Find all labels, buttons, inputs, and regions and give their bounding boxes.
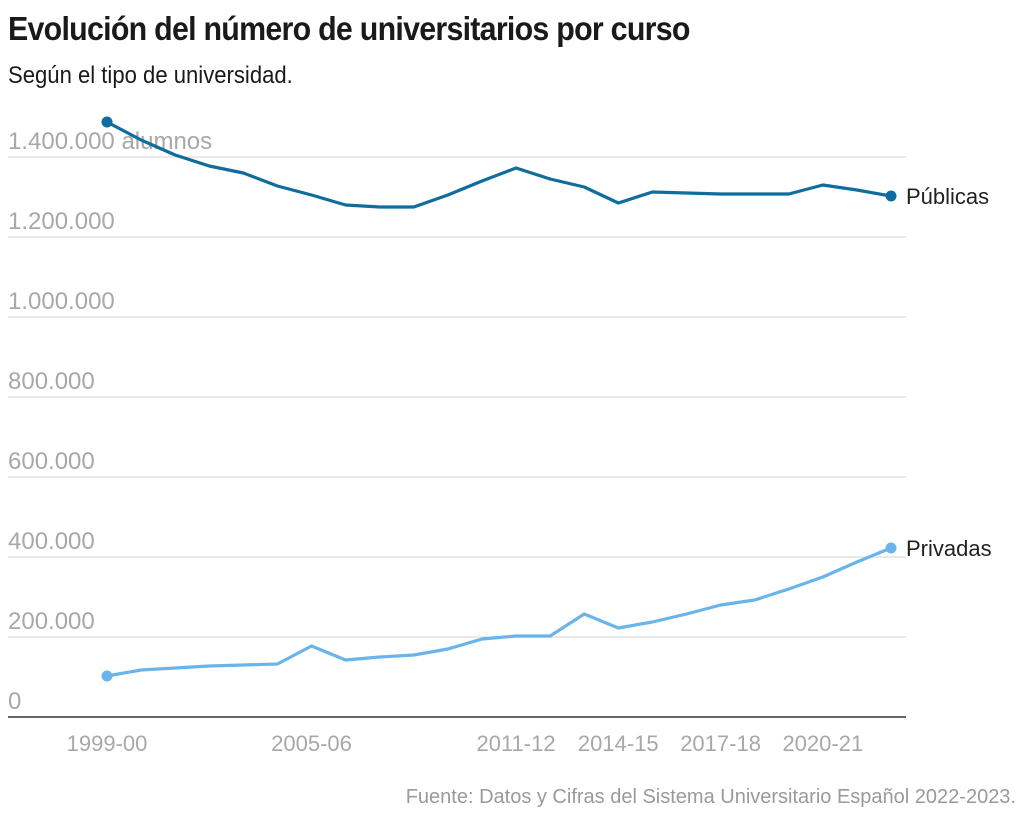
x-tick-label: 2020-21 <box>782 731 863 756</box>
series-label-privadas: Privadas <box>906 536 992 561</box>
chart-subtitle: Según el tipo de universidad. <box>8 62 293 89</box>
y-tick-label: 1.200.000 <box>8 208 115 235</box>
gridlines <box>8 156 906 638</box>
y-tick-label: 1.000.000 <box>8 288 115 315</box>
x-axis-ticks: 1999-00 2005-06 2011-12 2014-15 2017-18 2020-… <box>67 731 864 756</box>
series-publicas: Públicas <box>101 116 989 209</box>
x-tick-label: 1999-00 <box>67 731 148 756</box>
series-lines: Públicas Privadas <box>101 116 992 682</box>
x-tick-label: 2017-18 <box>680 731 761 756</box>
chart-title: Evolución del número de universitarios p… <box>8 10 690 47</box>
source-note: Fuente: Datos y Cifras del Sistema Unive… <box>405 786 1016 808</box>
series-label-publicas: Públicas <box>906 184 989 209</box>
series-line-privadas <box>105 546 893 678</box>
start-point-privadas <box>101 670 113 682</box>
y-axis-ticks: 0 200.000 400.000 600.000 800.000 1.000.000 1.… <box>8 128 212 715</box>
series-line-publicas <box>105 120 893 209</box>
y-tick-label: 0 <box>8 688 21 715</box>
y-tick-label: 600.000 <box>8 448 95 475</box>
y-tick-label: 200.000 <box>8 608 95 635</box>
end-point-privadas <box>885 542 897 554</box>
end-point-publicas <box>885 190 897 202</box>
x-tick-label: 2005-06 <box>271 731 352 756</box>
start-point-publicas <box>101 116 113 128</box>
y-tick-label: 400.000 <box>8 528 95 555</box>
y-tick-label: 800.000 <box>8 368 95 395</box>
series-privadas: Privadas <box>101 536 992 682</box>
y-tick-label: 1.400.000 alumnos <box>8 128 212 155</box>
x-tick-label: 2014-15 <box>578 731 659 756</box>
x-tick-label: 2011-12 <box>476 731 555 756</box>
